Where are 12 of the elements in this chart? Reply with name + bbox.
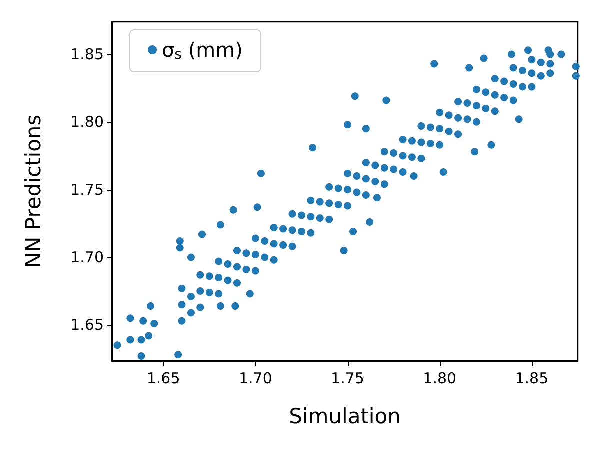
x-tick-label: 1.70 — [238, 370, 272, 388]
y-tick-label: 1.85 — [70, 45, 104, 64]
x-axis-title: Simulation — [289, 404, 401, 428]
y-tick-label: 1.75 — [70, 180, 104, 199]
x-tick-label: 1.80 — [423, 370, 457, 388]
y-tick-label: 1.70 — [70, 248, 104, 266]
y-axis-title: NN Predictions — [22, 114, 46, 268]
y-tick-label: 1.65 — [70, 316, 104, 334]
x-tick-label: 1.65 — [146, 370, 180, 388]
x-tick-label: 1.85 — [515, 370, 549, 388]
x-tick-label: 1.75 — [331, 370, 364, 388]
y-tick-label: 1.80 — [70, 113, 104, 132]
